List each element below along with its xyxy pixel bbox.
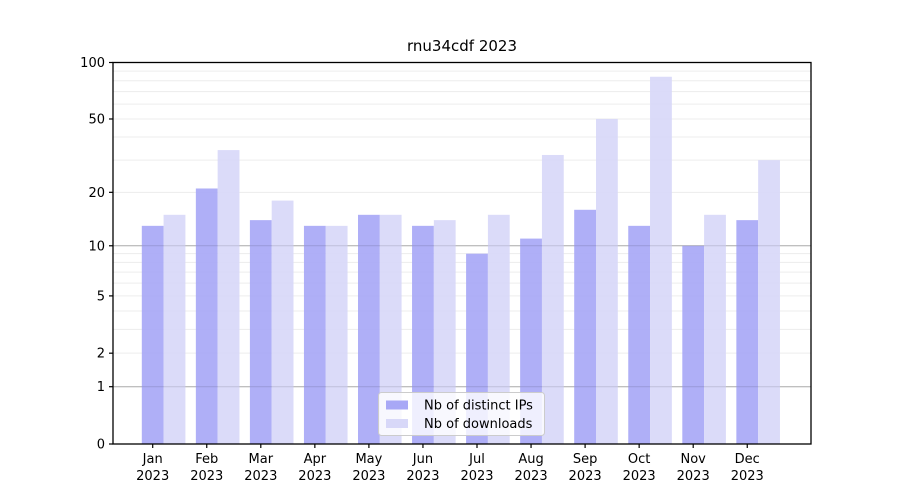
x-tick-label-month: Nov — [681, 452, 707, 467]
x-tick-label-year: 2023 — [677, 469, 710, 484]
x-tick-label-year: 2023 — [190, 469, 223, 484]
bar-distinct-ips-feb — [195, 188, 218, 444]
x-tick-label-year: 2023 — [298, 469, 331, 484]
bars-layer — [141, 76, 780, 445]
y-tick-label: 0 — [97, 438, 105, 453]
y-tick-label: 20 — [88, 186, 105, 201]
legend-label-downloads: Nb of downloads — [424, 417, 533, 432]
x-tick-label-month: Aug — [518, 452, 543, 467]
x-tick-label-year: 2023 — [460, 469, 493, 484]
bar-downloads-mar — [271, 200, 294, 444]
x-tick-label-year: 2023 — [515, 469, 548, 484]
x-tick-label-year: 2023 — [731, 469, 764, 484]
bar-distinct-ips-sep — [574, 209, 596, 444]
bar-downloads-nov — [704, 214, 726, 444]
x-tick-label-year: 2023 — [623, 469, 656, 484]
chart-title: rnu34cdf 2023 — [407, 37, 517, 55]
bar-distinct-ips-jan — [141, 225, 164, 444]
bar-downloads-apr — [325, 225, 348, 444]
x-tick-label-month: Apr — [304, 452, 327, 467]
plot-frame — [112, 61, 812, 445]
bar-distinct-ips-may — [358, 214, 380, 444]
x-tick-label-month: Jan — [142, 452, 163, 467]
bar-distinct-ips-jun — [412, 225, 434, 444]
bar-distinct-ips-oct — [628, 225, 651, 444]
bar-downloads-jun — [433, 220, 456, 444]
x-tick-label-month: Jul — [468, 452, 485, 467]
legend: Nb of distinct IPs Nb of downloads — [378, 392, 545, 436]
x-tick-label-month: Dec — [735, 452, 760, 467]
y-tick-label: 100 — [80, 56, 105, 71]
x-tick-label-month: Jun — [412, 452, 433, 467]
x-tick-label-year: 2023 — [136, 469, 169, 484]
x-tick-label-month: Oct — [628, 452, 650, 467]
y-tick-label: 5 — [97, 289, 105, 304]
x-tick-label-year: 2023 — [569, 469, 602, 484]
legend-label-distinct-ips: Nb of distinct IPs — [424, 399, 533, 414]
bar-downloads-sep — [596, 118, 618, 444]
gridlines-overlay-layer — [113, 245, 811, 388]
bar-downloads-oct — [650, 76, 672, 444]
axes-layer: 0 1 2 5 10 20 50 100 Jan 2023 Feb 2023 Mar 2023 Apr 202… — [80, 56, 812, 484]
x-tick-label-month: May — [355, 452, 382, 467]
y-tick-label: 1 — [97, 380, 105, 395]
bar-downloads-feb — [217, 150, 240, 444]
bar-distinct-ips-apr — [303, 225, 326, 444]
bar-downloads-may — [379, 214, 402, 444]
legend-frame — [378, 392, 545, 436]
x-tick-label-year: 2023 — [406, 469, 439, 484]
bar-downloads-jul — [487, 214, 510, 444]
bar-distinct-ips-dec — [736, 220, 759, 444]
bar-downloads-dec — [758, 160, 780, 444]
y-tick-label: 10 — [88, 239, 105, 254]
x-tick-label-month: Feb — [195, 452, 218, 467]
y-tick-label: 50 — [88, 112, 105, 127]
bar-downloads-jan — [163, 214, 186, 444]
x-tick-label-month: Mar — [249, 452, 274, 467]
y-tick-label: 2 — [97, 347, 105, 362]
bar-downloads-aug — [541, 154, 564, 445]
bar-distinct-ips-mar — [249, 220, 272, 444]
bar-distinct-ips-nov — [682, 245, 705, 444]
x-tick-label-year: 2023 — [244, 469, 277, 484]
x-tick-label-month: Sep — [573, 452, 598, 467]
legend-swatch-distinct-ips — [386, 400, 408, 410]
x-tick-label-year: 2023 — [352, 469, 385, 484]
legend-swatch-downloads — [386, 419, 408, 428]
